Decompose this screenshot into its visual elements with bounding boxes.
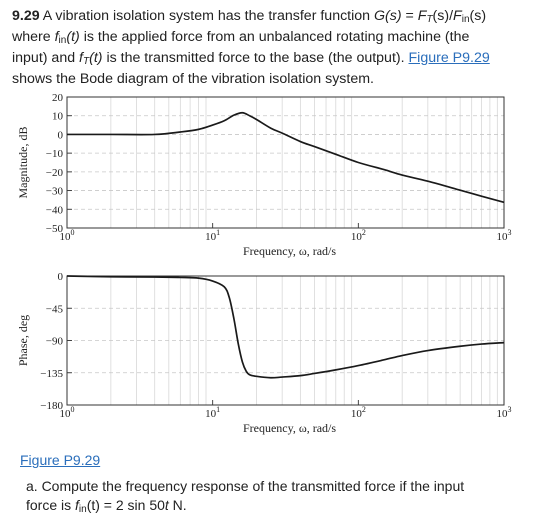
problem-line-4: shows the Bode diagram of the vibration … [12,71,374,87]
y-tick-label: 0 [58,271,64,283]
y-tick-label: 10 [52,111,64,123]
x-tick-label: 101 [205,228,220,243]
plot-frame [66,96,505,229]
x-axis-label: Frequency, ω, rad/s [243,421,336,435]
y-tick-label: −90 [46,336,64,348]
magnitude-curve [67,111,505,204]
x-tick-label: 102 [351,228,366,243]
x-tick-label: 100 [60,405,75,420]
y-tick-label: −30 [46,186,64,198]
y-tick-label: −45 [46,303,64,315]
plot-frame [66,275,505,406]
problem-line-1: 9.29 A vibration isolation system has th… [12,8,487,25]
figure-caption[interactable]: Figure P9.29 [20,452,101,468]
y-tick-label: −10 [46,148,64,160]
y-tick-label: −50 [46,223,64,235]
problem-line-2: where fin(t) is the applied force from a… [12,29,470,46]
y-tick-label: −40 [46,204,64,216]
problem-line-3: input) and fT(t) is the transmitted forc… [12,50,490,67]
y-tick-label: −180 [40,400,63,412]
y-tick-label: 20 [52,92,64,104]
phase-curve [66,275,505,379]
problem-number: 9.29 [12,8,40,24]
x-tick-label: 103 [497,228,512,243]
y-tick-label: −20 [46,167,64,179]
y-tick-label: 0 [58,129,64,141]
problem-statement: 9.29 A vibration isolation system has th… [12,6,550,90]
x-tick-label: 103 [497,405,512,420]
y-axis-label: Phase, deg [16,315,30,366]
x-tick-label: 102 [351,405,366,420]
x-tick-label: 101 [205,405,220,420]
figure-link[interactable]: Figure P9.29 [408,50,490,66]
x-axis-label: Frequency, ω, rad/s [243,244,336,258]
y-axis-label: Magnitude, dB [16,127,30,199]
y-tick-label: −135 [40,368,63,380]
x-tick-label: 100 [60,228,75,243]
question-a: a. Compute the frequency response of the… [26,478,465,515]
